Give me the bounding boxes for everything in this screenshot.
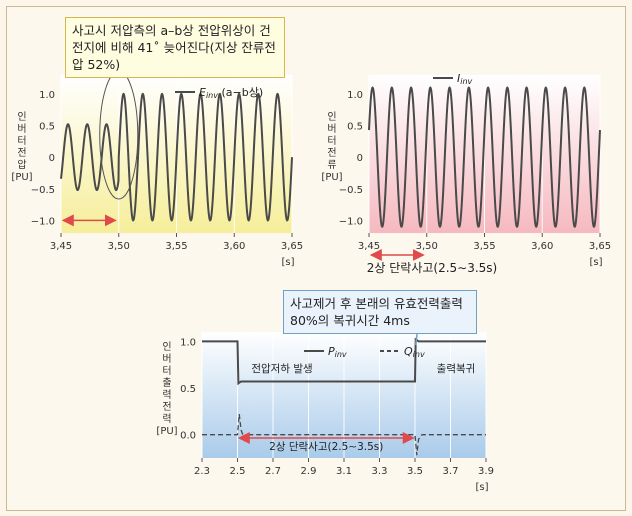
voltage-xtick-label: 3,45 <box>50 241 72 252</box>
current-xtick-label: 3,50 <box>416 241 438 252</box>
current-xlabel: [s] <box>589 257 602 268</box>
current-ytick-label: 0.5 <box>347 122 363 133</box>
current-xtick-label: 3,55 <box>473 241 495 252</box>
power-xtick-label: 3.3 <box>372 466 388 477</box>
current-xtick-label: 3,60 <box>531 241 553 252</box>
power-xtick-label: 2.5 <box>230 466 246 477</box>
power-series-line-Pinv <box>202 337 486 386</box>
voltage-ytick-label: 0 <box>49 153 55 164</box>
current-xtick-label: 3,45 <box>358 241 380 252</box>
voltage-ylabel: 인 버 터 전 압 [PU] <box>11 111 32 183</box>
power-q-legend-label: Qinv <box>404 345 425 359</box>
voltage-xtick-label: 3,60 <box>223 241 245 252</box>
power-xtick-label: 3.9 <box>478 466 494 477</box>
power-xlabel: [s] <box>475 482 488 493</box>
chart-inverter-power: 2.3 2.5 2.7 2.9 3.1 3.3 3.5 3.7 3.9 1.0 0.5 0.0 [s] 인… <box>156 325 494 493</box>
power-ylabel: 인 버 터 출 력 전 력 [PU] <box>156 341 177 437</box>
power-p-legend-label: Pinv <box>328 345 347 359</box>
chart-inverter-voltage: 3,45 3,50 3,55 3,60 3,65 1.0 0.5 0 −0.5 −1.0 [s] 인 버… <box>11 63 303 268</box>
power-fault-annotation: 2상 단락사고(2.5∼3.5s) <box>269 441 383 453</box>
voltage-series-line <box>60 92 293 222</box>
voltage-xtick-label: 3,55 <box>165 241 187 252</box>
power-drop-annotation: 전압저하 발생 <box>251 362 312 375</box>
power-xtick-label: 2.7 <box>265 466 281 477</box>
chart-inverter-current: 3,45 3,50 3,55 3,60 3,65 1.0 0.5 0 −0.5 −1.0 [s] 인 버… <box>321 72 611 275</box>
current-ytick-label: −1.0 <box>339 216 363 227</box>
power-xtick-label: 3.5 <box>407 466 423 477</box>
voltage-ytick-label: −0.5 <box>31 185 55 196</box>
current-fault-annotation: 2상 단락사고(2.5∼3.5s) <box>367 261 498 275</box>
current-legend-label: Iinv <box>457 72 473 86</box>
callout-phase-delay: 사고시 저압측의 a–b상 전압위상이 건전지에 비해 41˚ 늦어진다(지상 … <box>65 17 285 78</box>
current-ytick-label: 1.0 <box>347 90 363 101</box>
voltage-xtick-label: 3,65 <box>281 241 303 252</box>
current-series-line <box>368 86 601 228</box>
power-xtick-label: 3.1 <box>336 466 352 477</box>
current-xtick-label: 3,65 <box>589 241 611 252</box>
voltage-legend-label: Einv (a−b상) <box>199 86 263 100</box>
power-series-line-Qinv <box>202 414 486 456</box>
power-xtick-label: 2.9 <box>301 466 317 477</box>
callout-recovery-time: 사고제거 후 본래의 유효전력출력 80%의 복귀시간 4ms <box>283 290 477 334</box>
voltage-xlabel: [s] <box>281 257 294 268</box>
power-ytick-label: 0.0 <box>180 431 196 442</box>
voltage-ytick-label: 1.0 <box>39 90 55 101</box>
current-ylabel: 인 버 터 전 류 [PU] <box>321 111 342 183</box>
voltage-ytick-label: −1.0 <box>31 216 55 227</box>
voltage-xtick-label: 3,50 <box>108 241 130 252</box>
current-ytick-label: 0 <box>357 153 363 164</box>
power-xtick-label: 2.3 <box>194 466 210 477</box>
voltage-ytick-label: 0.5 <box>39 122 55 133</box>
power-recover-annotation: 출력복귀 <box>437 363 476 375</box>
power-xtick-label: 3.7 <box>443 466 459 477</box>
power-ytick-label: 1.0 <box>180 337 196 348</box>
power-ytick-label: 0.5 <box>180 384 196 395</box>
current-ytick-label: −0.5 <box>339 185 363 196</box>
